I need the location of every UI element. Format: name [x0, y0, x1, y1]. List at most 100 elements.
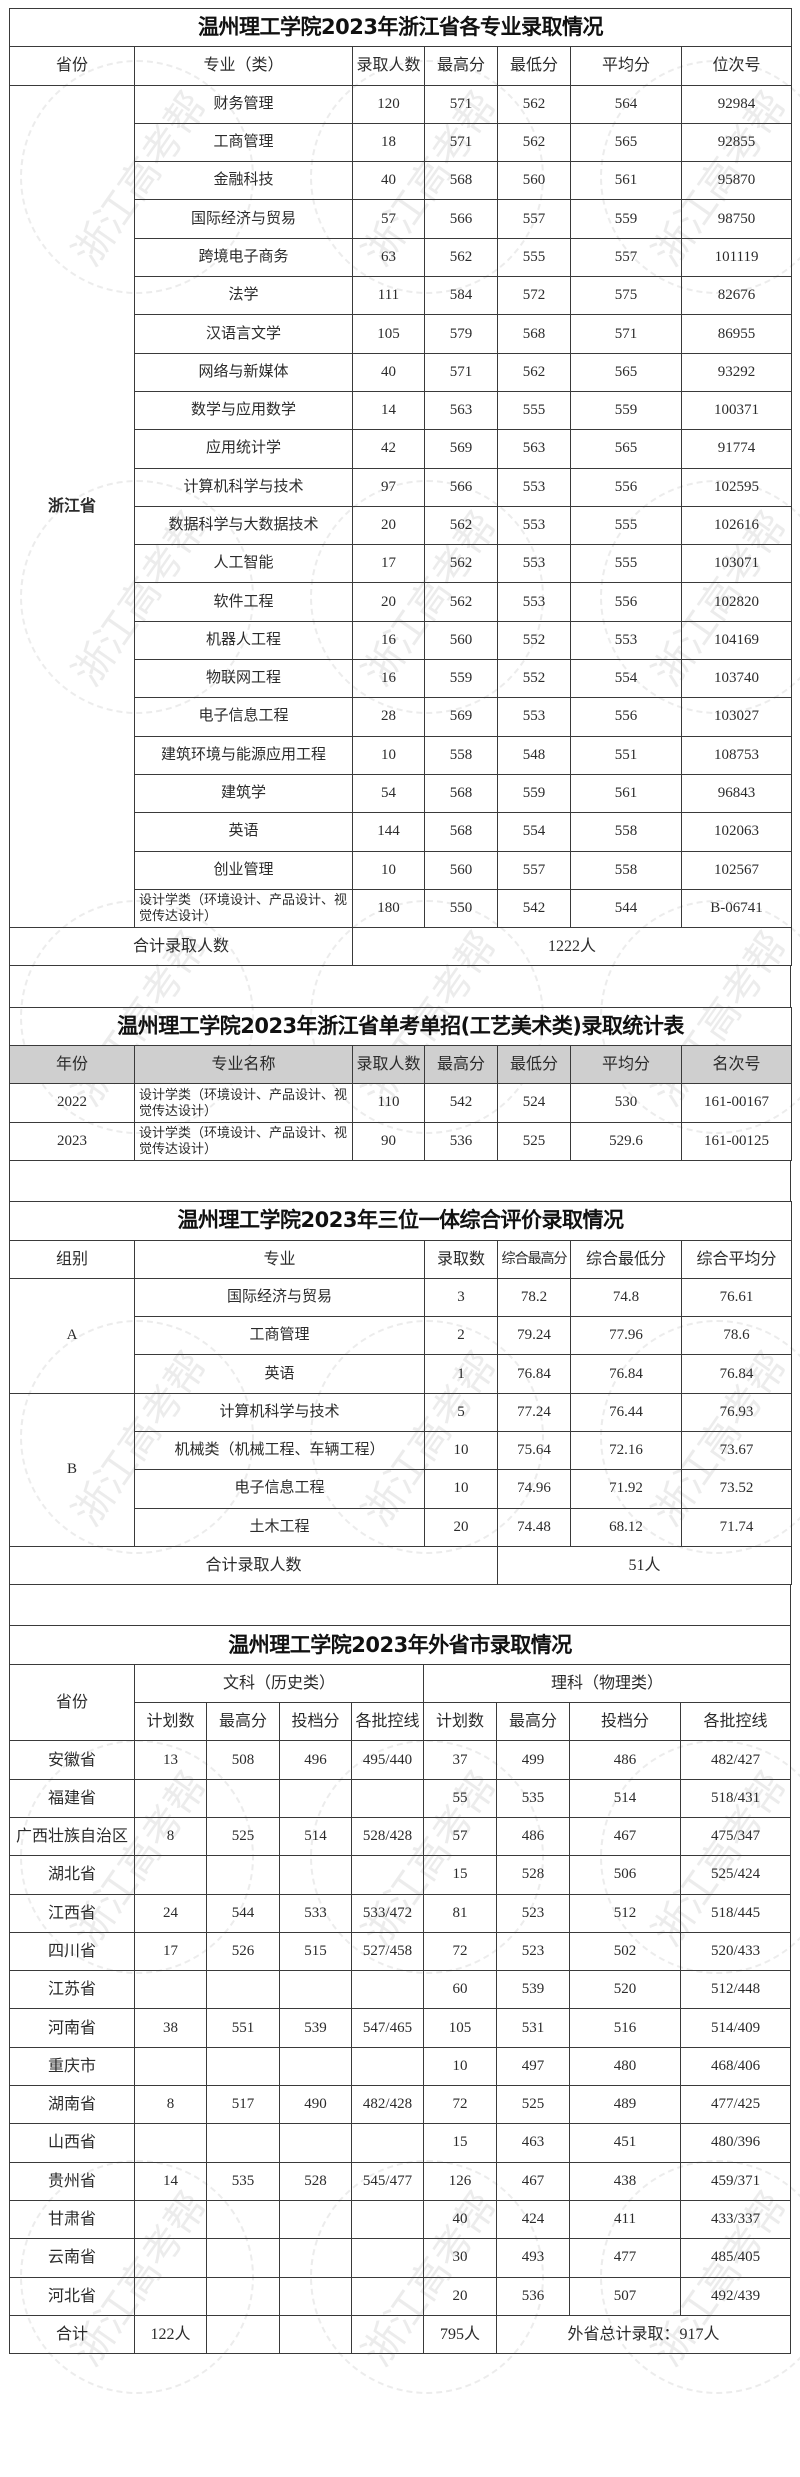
value-cell: 553 — [497, 467, 571, 507]
value-cell: 523 — [496, 1893, 570, 1933]
table-row: 浙江省 财务管理 120 571 562 564 92984 — [9, 84, 793, 929]
table-row: 英语 144 568 554 558 102063 — [10, 812, 793, 852]
value-cell: 493 — [496, 2238, 570, 2278]
value-cell: 489 — [569, 2085, 681, 2125]
province-cell: 安徽省 — [9, 1740, 135, 1780]
value-cell: 562 — [424, 582, 498, 622]
major-cell: 设计学类（环境设计、产品设计、视觉传达设计） — [134, 1121, 353, 1161]
value-cell: 562 — [497, 352, 571, 392]
major-cell: 法学 — [134, 276, 353, 316]
value-cell: 571 — [424, 352, 498, 392]
value-cell: 559 — [570, 390, 682, 431]
value-cell: 104169 — [680, 620, 793, 661]
value-cell: 514 — [569, 1778, 681, 1818]
value-cell — [351, 1778, 424, 1818]
table-title: 温州理工学院2023年三位一体综合评价录取情况 — [8, 1201, 793, 1241]
value-cell: 28 — [352, 697, 425, 737]
province-cell: 云南省 — [9, 2238, 135, 2278]
value-cell: 562 — [497, 84, 571, 124]
major-cell: 设计学类（环境设计、产品设计、视觉传达设计） — [134, 888, 353, 929]
value-cell: 60 — [423, 1970, 497, 2010]
value-cell: 544 — [570, 888, 682, 929]
value-cell: 16 — [352, 620, 425, 661]
value-cell: 548 — [497, 735, 571, 775]
table-row: 英语 1 76.84 76.84 76.84 — [10, 1354, 793, 1394]
column-header: 录取人数 — [352, 1045, 425, 1085]
table-row: 甘肃省 40 424 411 433/337 — [9, 2199, 792, 2240]
value-cell: 480/396 — [679, 2123, 792, 2163]
value-cell — [134, 2199, 207, 2240]
value-cell: 533 — [279, 1893, 352, 1933]
table-title: 温州理工学院2023年浙江省各专业录取情况 — [8, 7, 793, 48]
table-row: 网络与新媒体 40 571 562 565 93292 — [10, 352, 793, 392]
value-cell — [279, 2238, 352, 2278]
title-row: 温州理工学院2023年浙江省各专业录取情况 — [8, 7, 793, 48]
value-cell: 555 — [570, 544, 682, 584]
value-cell: 102063 — [680, 812, 793, 852]
value-cell: 108753 — [680, 735, 793, 775]
value-cell: 559 — [497, 773, 571, 814]
column-header: 投档分 — [279, 1702, 352, 1742]
value-cell: 98750 — [680, 199, 793, 239]
value-cell: 490 — [279, 2085, 352, 2125]
value-cell: 553 — [570, 620, 682, 661]
value-cell: 584 — [424, 276, 498, 316]
table-row: 湖北省 15 528 506 525/424 — [9, 1855, 792, 1895]
value-cell: 528/428 — [351, 1816, 424, 1857]
table-title: 温州理工学院2023年浙江省单考单招(工艺美术类)录取统计表 — [8, 1006, 793, 1047]
value-cell — [351, 1970, 424, 2010]
value-cell: 79.24 — [497, 1316, 571, 1356]
value-cell: 97 — [352, 467, 425, 507]
value-cell: 486 — [569, 1740, 681, 1780]
table-row: 设计学类（环境设计、产品设计、视觉传达设计） 180 550 542 544 B-0674… — [10, 888, 793, 929]
header-row: 省份 文科（历史类） 理科（物理类） — [9, 1663, 792, 1742]
value-cell — [206, 2238, 280, 2278]
column-header: 名次号 — [680, 1045, 793, 1085]
value-cell: 10 — [424, 1469, 498, 1509]
total-label: 合计 — [9, 2314, 135, 2355]
value-cell: 553 — [497, 697, 571, 737]
group-cell: B — [9, 1392, 135, 1547]
value-cell: 10 — [424, 1430, 498, 1471]
value-cell: 512/448 — [679, 1970, 792, 2010]
province-cell: 广西壮族自治区 — [9, 1816, 135, 1857]
value-cell: 558 — [424, 735, 498, 775]
value-cell: 533/472 — [351, 1893, 424, 1933]
value-cell: 38 — [134, 2008, 207, 2048]
value-cell: 553 — [497, 544, 571, 584]
table-row: 土木工程 20 74.48 68.12 71.74 — [10, 1507, 793, 1547]
value-cell — [351, 2046, 424, 2087]
value-cell: 459/371 — [679, 2161, 792, 2201]
major-cell: 电子信息工程 — [134, 1469, 425, 1509]
table-row: 机器人工程 16 560 552 553 104169 — [10, 620, 793, 661]
value-cell: 95870 — [680, 161, 793, 201]
value-cell: 110 — [352, 1083, 425, 1123]
value-cell: 76.44 — [570, 1392, 682, 1432]
value-cell: 535 — [496, 1778, 570, 1818]
value-cell: 565 — [570, 352, 682, 392]
value-cell: 475/347 — [679, 1816, 792, 1857]
value-cell: 553 — [497, 505, 571, 546]
value-cell: 102820 — [680, 582, 793, 622]
value-cell — [206, 1778, 280, 1818]
value-cell — [206, 2046, 280, 2087]
table-row: 建筑环境与能源应用工程 10 558 548 551 108753 — [10, 735, 793, 775]
value-cell: 571 — [570, 314, 682, 354]
value-cell: 499 — [496, 1740, 570, 1780]
table-row: 河南省 38 551 539 547/465 105 531 516 514/409 — [9, 2008, 792, 2048]
table-row: 湖南省 8 517 490 482/428 72 525 489 477/425 — [9, 2085, 792, 2125]
value-cell: 20 — [424, 1507, 498, 1547]
value-cell — [134, 2046, 207, 2087]
value-cell: 525 — [496, 2085, 570, 2125]
value-cell: 557 — [497, 199, 571, 239]
major-cell: 计算机科学与技术 — [134, 1392, 425, 1432]
value-cell: 529.6 — [570, 1121, 682, 1161]
value-cell: 512 — [569, 1893, 681, 1933]
value-cell: 1 — [424, 1354, 498, 1394]
value-cell: 93292 — [680, 352, 793, 392]
table-row: 法学 111 584 572 575 82676 — [10, 276, 793, 316]
value-cell: 161-00125 — [680, 1121, 793, 1161]
province-cell: 四川省 — [9, 1931, 135, 1972]
value-cell: 54 — [352, 773, 425, 814]
value-cell: 486 — [496, 1816, 570, 1857]
